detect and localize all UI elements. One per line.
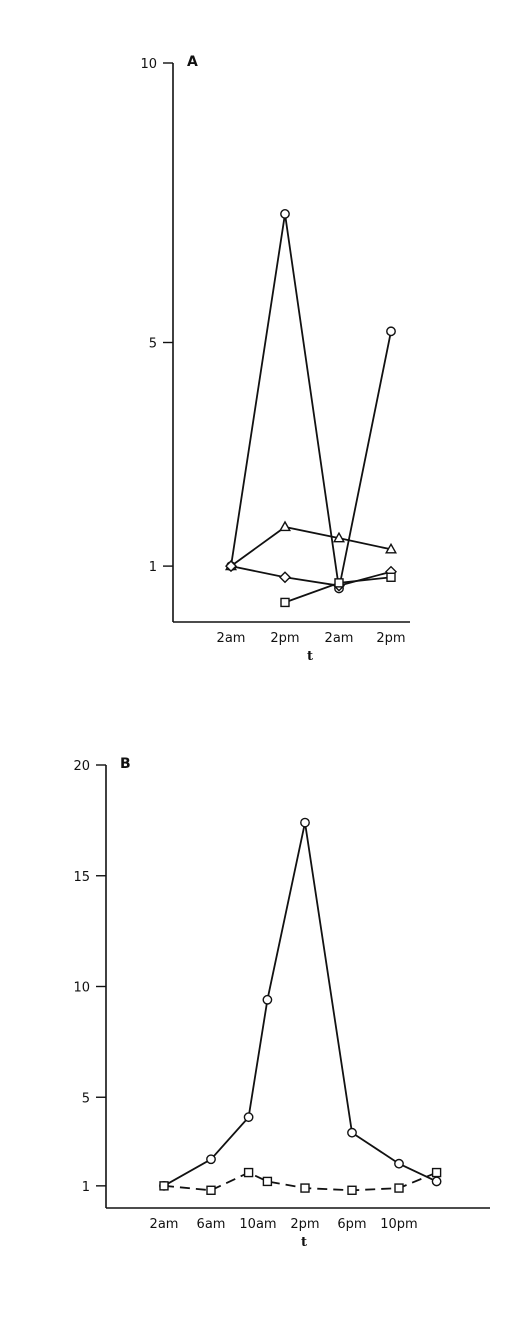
x-tick-label: 2pm: [290, 1217, 319, 1232]
data-point-square: [243, 1167, 254, 1178]
y-tick-label: 20: [73, 759, 90, 774]
x-tick-label: 6am: [197, 1217, 226, 1232]
panel-label: A: [187, 54, 198, 70]
data-point-square: [300, 1183, 310, 1193]
data-point-square: [206, 1185, 216, 1195]
data-point-circle: [431, 1176, 442, 1187]
panel-label: B: [120, 756, 131, 772]
x-tick-label: 10pm: [380, 1217, 417, 1232]
x-tick-label: 6pm: [337, 1217, 366, 1232]
x-axis-label: t: [307, 649, 313, 664]
series-diamond-line: [230, 565, 392, 587]
data-point-square: [159, 1181, 169, 1191]
y-tick-label: 5: [149, 337, 157, 352]
series-square-line: [163, 1171, 437, 1192]
data-point-triangle: [333, 531, 345, 543]
series-triangle-line: [230, 526, 392, 567]
y-tick-label: 15: [73, 870, 90, 885]
data-point-circle: [347, 1127, 357, 1138]
data-point-square: [431, 1167, 442, 1178]
x-tick-label: 2pm: [376, 631, 405, 646]
data-point-circle: [243, 1112, 254, 1123]
x-tick-label: 2am: [150, 1217, 179, 1232]
data-point-square: [334, 578, 344, 588]
x-tick-label: 10am: [239, 1217, 276, 1232]
data-point-circle: [262, 994, 273, 1005]
data-point-square: [347, 1185, 357, 1195]
x-tick-label: 2am: [325, 631, 354, 646]
panel-a: 1 5 10 2am 2pm 2am 2pm t A: [140, 54, 410, 664]
x-tick-label: 2pm: [270, 631, 299, 646]
y-tick-label: 10: [73, 981, 90, 996]
data-point-square: [280, 597, 290, 608]
data-point-circle: [394, 1158, 404, 1169]
data-point-circle: [206, 1154, 216, 1165]
data-point-circle: [386, 326, 396, 337]
y-tick-label: 1: [149, 560, 157, 575]
data-point-circle: [300, 817, 310, 828]
data-point-triangle: [279, 520, 291, 532]
x-tick-label: 2am: [217, 631, 246, 646]
series-circle-line: [230, 213, 392, 589]
y-tick-label: 10: [140, 57, 157, 72]
y-tick-label: 5: [82, 1091, 90, 1106]
data-point-square: [262, 1176, 273, 1187]
y-tick-label: 1: [82, 1180, 90, 1195]
x-axis-label: t: [301, 1235, 307, 1250]
data-point-square: [394, 1183, 404, 1193]
data-point-circle: [280, 209, 290, 219]
series-circle-line: [163, 822, 437, 1187]
data-point-triangle: [385, 542, 397, 554]
data-point-square: [386, 572, 396, 582]
data-point-diamond: [279, 571, 291, 584]
data-point-diamond: [225, 560, 237, 573]
